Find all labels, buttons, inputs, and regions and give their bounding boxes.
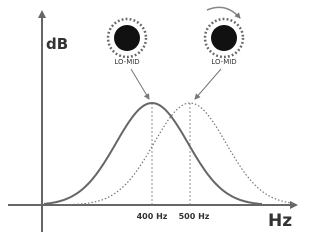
pointer-arrow bbox=[195, 69, 221, 99]
knob bbox=[211, 25, 237, 51]
pointer-arrow bbox=[131, 69, 149, 99]
y-axis-label: dB bbox=[46, 35, 68, 53]
knob-label: LO-MID bbox=[114, 58, 139, 66]
eq-diagram: dB Hz 400 Hz 500 Hz LO-MID LO-MID bbox=[0, 0, 302, 242]
knob bbox=[114, 25, 140, 51]
eq-curve-shifted bbox=[60, 103, 294, 205]
page: dB Hz 400 Hz 500 Hz LO-MID LO-MID (() =>… bbox=[0, 0, 320, 242]
eq-curve bbox=[44, 103, 262, 204]
x-axis-label: Hz bbox=[268, 211, 292, 231]
marker-label: 400 Hz bbox=[137, 212, 168, 221]
marker-label: 500 Hz bbox=[179, 212, 210, 221]
knob-label: LO-MID bbox=[211, 58, 236, 66]
rotate-arrow bbox=[207, 7, 240, 18]
